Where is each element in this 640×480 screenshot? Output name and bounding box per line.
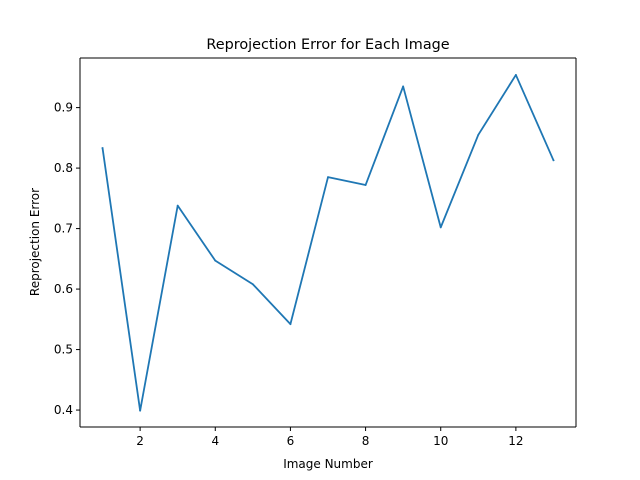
data-point [514,74,517,76]
data-point [402,85,405,88]
y-tick-label: 0.9 [54,101,73,115]
data-point [139,409,142,412]
data-point [289,323,292,326]
data-point [439,226,442,229]
y-tick-label: 0.6 [54,282,73,296]
y-tick-label: 0.4 [54,403,73,417]
x-tick-label: 8 [362,434,370,448]
data-point [364,184,367,186]
x-tick-label: 12 [508,434,523,448]
y-tick-label: 0.7 [54,222,73,236]
data-point [214,259,217,262]
x-axis-label: Image Number [283,457,373,471]
x-tick-label: 4 [211,434,219,448]
data-point [176,204,179,207]
x-tick-label: 6 [287,434,295,448]
x-tick-label: 10 [433,434,448,448]
plot-area: 2 4 6 8 10 12 0.4 0.5 0.6 0.7 0.8 0.9 [54,57,577,448]
data-point [101,147,104,150]
data-point [552,159,555,162]
x-tick-label: 2 [136,434,144,448]
data-point [251,283,254,286]
series-line-0 [101,74,555,412]
data-point [477,133,480,136]
data-point [327,176,329,179]
y-tick-label: 0.5 [54,343,73,357]
y-tick-label: 0.8 [54,161,73,175]
chart-title: Reprojection Error for Each Image [206,37,449,53]
y-axis-label: Reprojection Error [28,188,42,296]
